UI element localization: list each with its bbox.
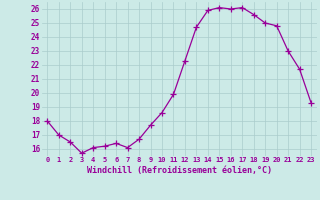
X-axis label: Windchill (Refroidissement éolien,°C): Windchill (Refroidissement éolien,°C): [87, 166, 272, 175]
